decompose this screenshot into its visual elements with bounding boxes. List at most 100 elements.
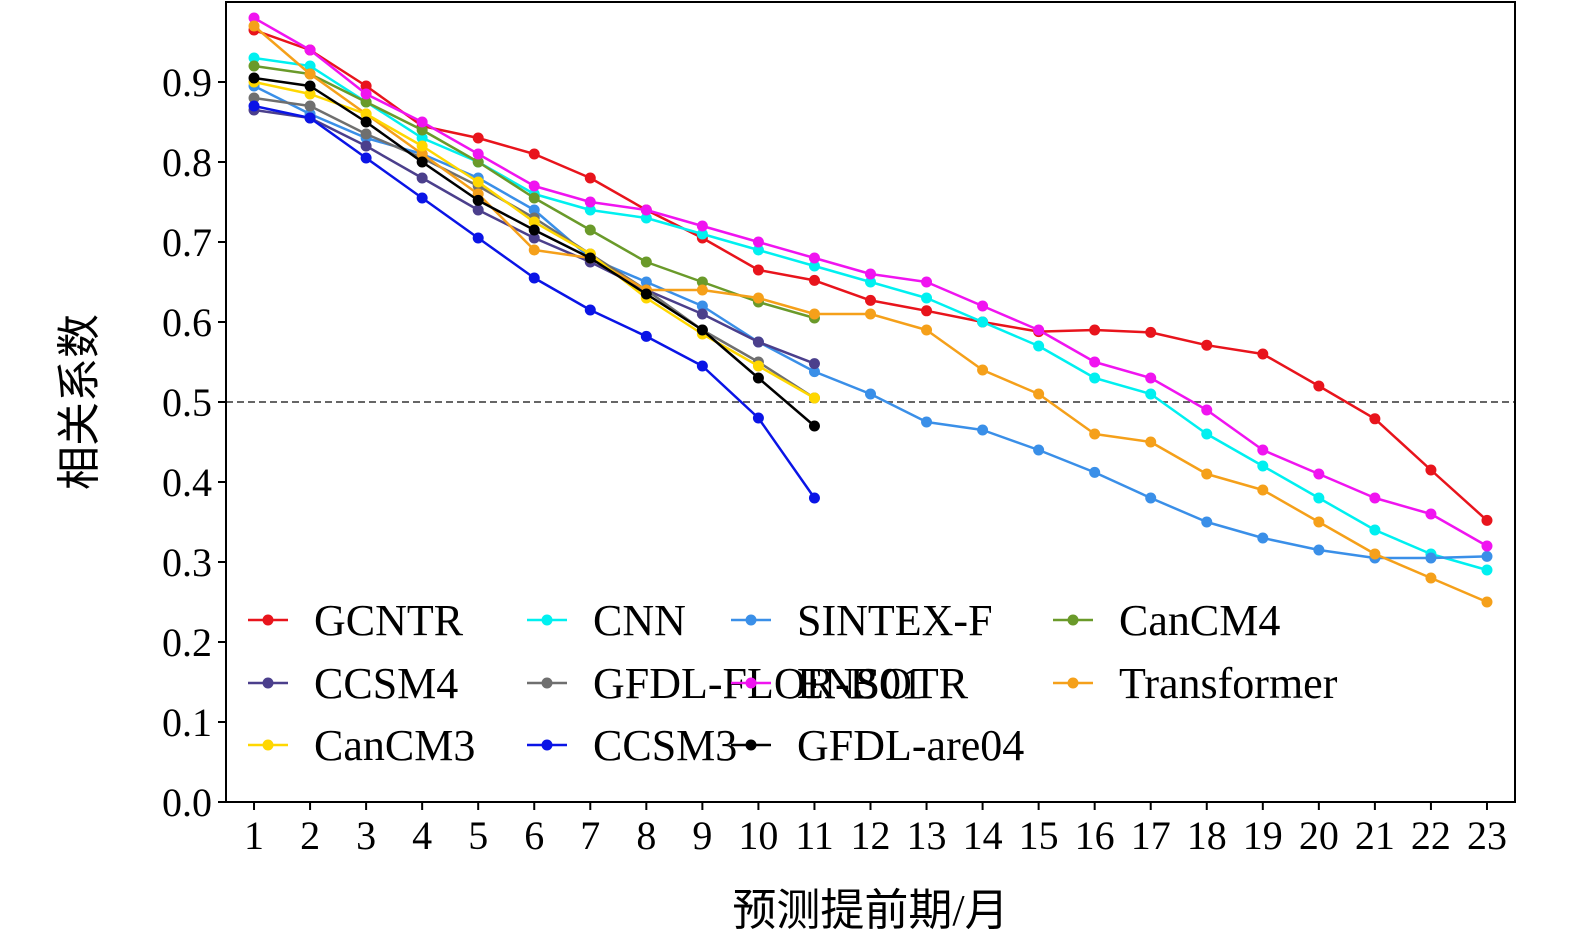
data-point (360, 80, 372, 92)
series-ccsm3 (248, 100, 820, 504)
data-point (752, 360, 764, 372)
data-point (752, 236, 764, 248)
x-tick-label: 6 (524, 813, 544, 858)
data-point (416, 192, 428, 204)
legend-swatch-marker (541, 739, 553, 751)
data-point (696, 324, 708, 336)
data-point (528, 204, 540, 216)
data-point (528, 192, 540, 204)
data-point (248, 52, 260, 64)
data-point (752, 292, 764, 304)
data-point (1425, 464, 1437, 476)
legend-label: SINTEX-F (797, 596, 993, 645)
data-point (865, 294, 876, 306)
data-point (1257, 460, 1269, 472)
data-point (1425, 508, 1437, 520)
x-tick-label: 3 (356, 813, 376, 858)
legend-item-cnn: CNN (527, 596, 686, 645)
data-point (1089, 356, 1101, 368)
data-point (416, 172, 428, 184)
data-point (360, 152, 372, 164)
x-tick-label: 18 (1187, 813, 1227, 858)
data-point (528, 216, 540, 228)
data-point (528, 232, 540, 244)
legend-item-cancm4: CanCM4 (1053, 596, 1280, 645)
data-point (1033, 388, 1045, 400)
legend-label: ENSOTR (797, 659, 969, 708)
data-point (1313, 516, 1325, 528)
legend-item-gfdl-are04: GFDL-are04 (731, 721, 1024, 770)
legend-label: GFDL-are04 (797, 721, 1024, 770)
legend-swatch-marker (745, 677, 757, 689)
legend-label: CCSM3 (593, 721, 737, 770)
data-point (584, 196, 596, 208)
data-point (977, 364, 989, 376)
series-layer (248, 12, 1493, 608)
x-tick-label: 19 (1243, 813, 1283, 858)
x-tick-label: 14 (963, 813, 1003, 858)
data-point (584, 172, 596, 184)
legend-swatch-marker (262, 739, 274, 751)
data-point (1145, 492, 1157, 504)
legend-label: CanCM4 (1119, 596, 1280, 645)
data-point (1257, 484, 1269, 496)
data-point (865, 388, 876, 400)
data-point (472, 148, 484, 160)
y-tick-label: 0.2 (162, 620, 212, 665)
data-point (1201, 404, 1213, 416)
data-point (640, 256, 652, 268)
data-point (1257, 348, 1269, 360)
legend-swatch-marker (262, 614, 274, 626)
data-point (696, 284, 708, 296)
x-tick-label: 22 (1411, 813, 1451, 858)
data-point (1369, 492, 1381, 504)
data-point (1425, 572, 1437, 584)
data-point (416, 132, 428, 144)
data-point (360, 108, 372, 120)
data-point (808, 392, 820, 404)
data-point (1145, 372, 1157, 384)
legend-label: CanCM3 (314, 721, 475, 770)
data-point (1369, 524, 1381, 536)
data-point (640, 204, 652, 216)
legend-item-ensotr: ENSOTR (731, 659, 969, 708)
data-point (696, 228, 708, 240)
data-point (528, 224, 540, 236)
data-point (752, 412, 764, 424)
data-point (1201, 468, 1213, 480)
x-tick-label: 4 (412, 813, 432, 858)
data-point (1089, 428, 1101, 440)
data-point (360, 128, 372, 140)
x-tick-label: 9 (692, 813, 712, 858)
data-point (752, 372, 764, 384)
data-point (1201, 516, 1213, 528)
data-point (1313, 544, 1325, 556)
data-point (921, 324, 933, 336)
data-point (416, 148, 428, 160)
data-point (1201, 428, 1213, 440)
legend-item-sintex-f: SINTEX-F (731, 596, 993, 645)
data-point (640, 288, 652, 300)
data-point (1481, 550, 1493, 562)
data-point (1089, 372, 1101, 384)
x-tick-label: 5 (468, 813, 488, 858)
data-point (1089, 324, 1101, 336)
data-point (640, 212, 652, 224)
data-point (1481, 540, 1493, 552)
data-point (1481, 514, 1493, 526)
x-tick-label: 16 (1075, 813, 1115, 858)
data-point (248, 100, 260, 112)
data-point (1369, 548, 1381, 560)
legend-item-cancm3: CanCM3 (248, 721, 475, 770)
data-point (1313, 380, 1325, 392)
y-tick-label: 0.7 (162, 220, 212, 265)
data-point (304, 68, 316, 80)
data-point (1313, 468, 1325, 480)
data-point (696, 220, 708, 232)
x-tick-label: 11 (795, 813, 834, 858)
data-point (921, 292, 933, 304)
data-point (472, 204, 484, 216)
data-point (528, 272, 540, 284)
